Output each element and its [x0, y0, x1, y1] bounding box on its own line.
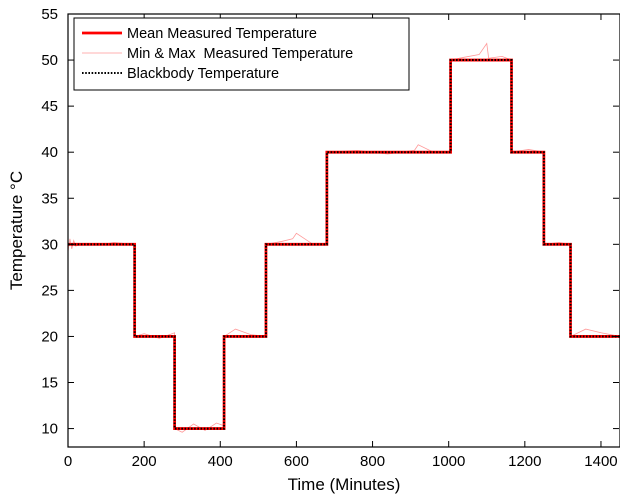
legend-label: Min & Max Measured Temperature: [127, 46, 353, 62]
x-tick-label: 400: [208, 453, 233, 470]
y-tick-label: 10: [41, 421, 58, 438]
legend-label: Blackbody Temperature: [127, 66, 279, 82]
series-layer: [68, 42, 620, 433]
legend: Mean Measured Temperature Min & Max Measu…: [73, 17, 410, 91]
x-tick-label: 800: [360, 453, 385, 470]
x-tick-label: 600: [284, 453, 309, 470]
y-tick-label: 45: [41, 98, 58, 115]
series-line-0: [68, 58, 620, 430]
x-tick-label: 1200: [508, 453, 541, 470]
x-tick-label: 1400: [584, 453, 617, 470]
plot-frame: [67, 13, 620, 448]
legend-box: [73, 17, 410, 91]
legend-label: Mean Measured Temperature: [127, 26, 317, 42]
x-axis-title: Time (Minutes): [288, 475, 401, 494]
y-tick-label: 35: [41, 190, 58, 207]
y-tick-label: 25: [41, 282, 58, 299]
y-tick-label: 40: [41, 144, 58, 161]
series-line-2: [68, 59, 620, 430]
x-tick-label: 1000: [432, 453, 465, 470]
y-tick-label: 55: [41, 6, 58, 23]
x-tick-label: 0: [64, 453, 72, 470]
y-tick-label: 30: [41, 236, 58, 253]
series-line-1: [68, 42, 620, 433]
y-tick-label: 20: [41, 328, 58, 345]
y-tick-label: 15: [41, 375, 58, 392]
y-axis-title: Temperature °C: [7, 171, 26, 290]
x-tick-label: 200: [132, 453, 157, 470]
y-tick-label: 50: [41, 52, 58, 69]
ticks-layer: 0 200 400 600 800 1000 1200 1400 10 15 20 25 30 35 40 4…: [41, 6, 619, 470]
